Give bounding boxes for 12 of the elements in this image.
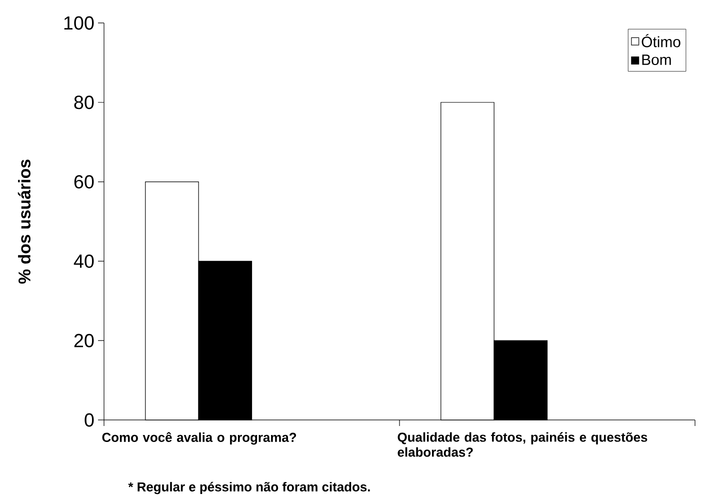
legend-label: Ótimo (642, 34, 680, 48)
x-tick-label: Como você avalia o programa? (102, 432, 296, 445)
text: * Regular e péssimo não foram citados. (128, 482, 370, 494)
legend-label: Bom (642, 54, 671, 65)
y-tick-label: 40 (74, 254, 94, 268)
y-tick-label: 60 (74, 175, 94, 188)
x-tick-label: Qualidade das fotos, painéis e questões elaboradas? (398, 432, 648, 457)
y-tick-label: 80 (74, 96, 94, 110)
y-tick-label: 0 (84, 413, 94, 427)
y-tick-label: 20 (74, 334, 94, 348)
y-axis-title: % dos usuários (18, 160, 30, 284)
y-tick-label: 100 (64, 16, 94, 30)
